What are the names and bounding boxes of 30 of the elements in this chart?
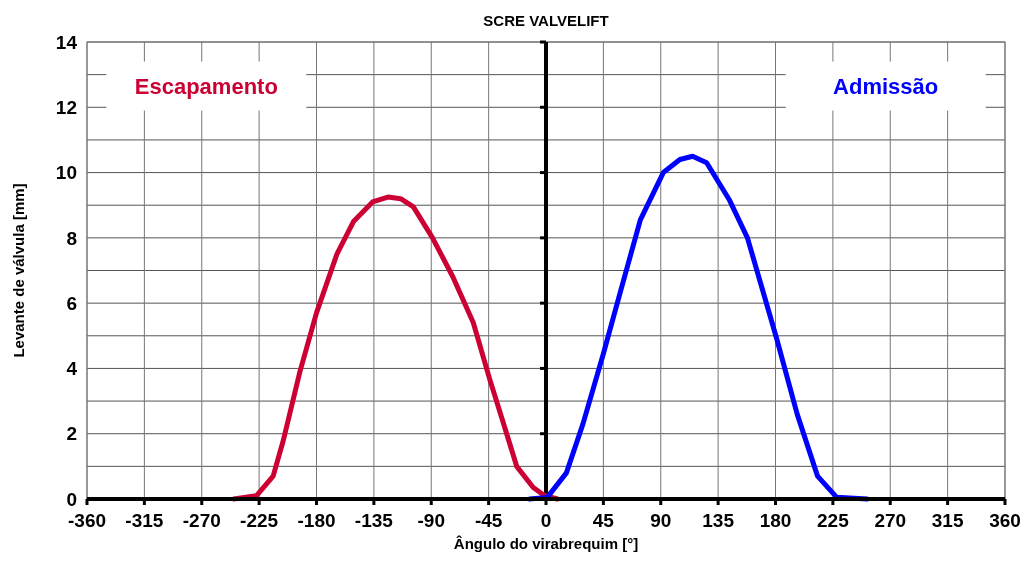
x-tick-label: 360 [989,510,1021,531]
x-tick-label: 90 [650,510,672,531]
x-tick-label: 45 [592,510,615,531]
x-tick-label: 180 [759,510,792,531]
x-axis-title: Ângulo do virabrequim [°] [453,535,639,552]
x-tick-label: 315 [931,510,964,531]
x-tick-label: -225 [240,510,279,531]
y-axis-title: Levante de válvula [mm] [10,183,27,358]
text: Admissão [833,73,939,99]
y-tick-label: 12 [55,96,77,118]
y-tick-label: 2 [66,423,77,445]
x-tick-label: -45 [474,510,503,531]
x-tick-label: 270 [874,510,907,531]
chart-title: SCRE VALVELIFT [483,12,609,29]
x-tick-label: -270 [182,510,221,531]
x-tick-label: -90 [417,510,445,531]
y-tick-label: 6 [66,292,77,314]
x-tick-label: -180 [297,510,336,531]
y-tick-label: 8 [66,227,77,249]
x-tick-label: 0 [540,510,552,531]
x-tick-label: -315 [125,510,164,531]
y-tick-label: 14 [55,31,78,53]
y-tick-label: 4 [66,358,78,380]
x-tick-label: -360 [67,510,107,531]
y-tick-label: 10 [55,162,77,184]
x-tick-label: 135 [702,510,735,531]
text: Escapamento [134,73,278,99]
x-tick-label: 225 [817,510,850,531]
x-tick-label: -135 [354,510,394,531]
y-tick-label: 0 [66,488,77,510]
